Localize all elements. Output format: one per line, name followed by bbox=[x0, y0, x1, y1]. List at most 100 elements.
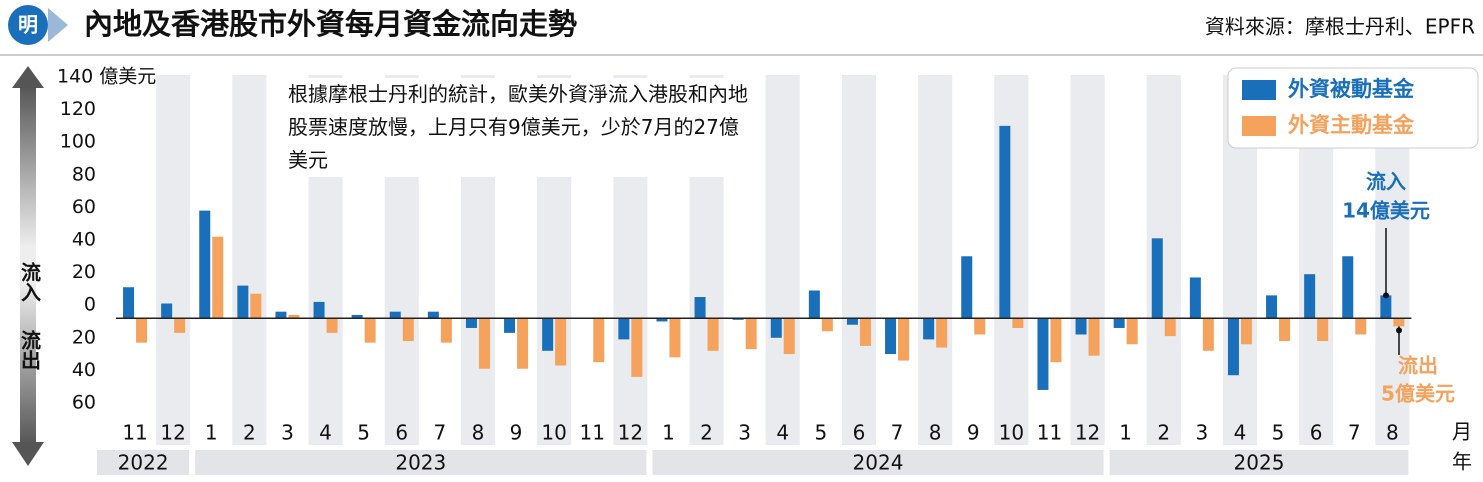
bar bbox=[555, 318, 567, 366]
x-tick-label: 10 bbox=[541, 421, 566, 445]
bar bbox=[898, 318, 910, 361]
year-band bbox=[97, 450, 190, 475]
legend-label: 外資主動基金 bbox=[1288, 113, 1415, 137]
bar bbox=[1113, 318, 1125, 328]
year-band bbox=[1109, 450, 1409, 475]
flow-arrow bbox=[20, 85, 36, 445]
bar bbox=[694, 297, 706, 319]
x-tick-label: 3 bbox=[1195, 421, 1208, 445]
bar bbox=[999, 125, 1011, 319]
column-shade bbox=[232, 75, 267, 445]
bar bbox=[1227, 318, 1239, 376]
logo-text: 明 bbox=[18, 13, 38, 37]
y-tick-label: 20 bbox=[72, 261, 96, 283]
callout-value: 5億美元 bbox=[1381, 382, 1455, 406]
x-tick-label: 12 bbox=[160, 421, 185, 445]
column-shade bbox=[841, 75, 876, 445]
bar bbox=[440, 318, 452, 343]
bar bbox=[1088, 318, 1100, 356]
bar bbox=[707, 318, 719, 351]
inflow-label: 流入 bbox=[18, 261, 42, 302]
bar bbox=[1355, 318, 1367, 335]
x-tick-label: 8 bbox=[1386, 421, 1399, 445]
callout-value: 14億美元 bbox=[1342, 199, 1430, 223]
y-tick-label: 60 bbox=[72, 392, 96, 414]
bar bbox=[656, 318, 668, 322]
x-tick-label: 4 bbox=[776, 421, 789, 445]
bar bbox=[1393, 318, 1405, 327]
bar bbox=[212, 236, 224, 319]
x-tick-label: 6 bbox=[395, 421, 408, 445]
bar bbox=[631, 318, 643, 377]
year-label: 2025 bbox=[1234, 451, 1285, 475]
bar bbox=[465, 318, 477, 328]
bar bbox=[542, 318, 554, 351]
x-tick-label: 1 bbox=[662, 421, 675, 445]
bar bbox=[1012, 318, 1024, 328]
x-tick-label: 5 bbox=[1272, 421, 1285, 445]
bar bbox=[364, 318, 376, 343]
x-tick-label: 7 bbox=[891, 421, 904, 445]
bar bbox=[1317, 318, 1329, 342]
bar bbox=[770, 318, 782, 338]
bar bbox=[136, 318, 148, 343]
x-tick-label: 11 bbox=[122, 421, 147, 445]
bar bbox=[618, 318, 630, 340]
bar bbox=[1050, 318, 1062, 363]
legend-label: 外資被動基金 bbox=[1288, 77, 1415, 101]
annotation-box: 根據摩根士丹利的統計，歐美外資淨流入港股和內地股票速度放慢，上月只有9億美元，少… bbox=[288, 78, 758, 177]
bar bbox=[1189, 277, 1201, 319]
y-tick-label: 20 bbox=[72, 326, 96, 348]
y-tick-label: 40 bbox=[72, 359, 96, 381]
bar bbox=[974, 318, 986, 335]
source: 資料來源：摩根士丹利、EPFR bbox=[1205, 15, 1475, 39]
x-tick-label: 6 bbox=[853, 421, 866, 445]
y-tick-label: 120 bbox=[60, 98, 96, 120]
bar bbox=[1266, 295, 1278, 319]
bar bbox=[1151, 238, 1163, 319]
callout-label: 流入 bbox=[1366, 170, 1406, 194]
y-tick-label: 140 億美元 bbox=[57, 66, 156, 88]
x-tick-label: 8 bbox=[472, 421, 485, 445]
legend-swatch bbox=[1242, 116, 1276, 136]
bar bbox=[821, 318, 833, 332]
bar bbox=[732, 318, 744, 320]
bar bbox=[1304, 274, 1316, 319]
bar bbox=[123, 287, 135, 319]
legend-swatch bbox=[1242, 80, 1276, 100]
bar bbox=[326, 318, 338, 333]
bar bbox=[427, 311, 439, 319]
bar bbox=[593, 318, 605, 363]
bar bbox=[783, 318, 795, 355]
x-tick-label: 1 bbox=[205, 421, 218, 445]
bar bbox=[250, 293, 262, 319]
bar bbox=[478, 318, 490, 369]
bar bbox=[669, 318, 681, 358]
bar bbox=[161, 303, 173, 319]
y-tick-label: 60 bbox=[72, 196, 96, 218]
logo bbox=[8, 5, 48, 45]
callout-dot bbox=[1383, 292, 1389, 299]
x-tick-label: 4 bbox=[1234, 421, 1247, 445]
x-tick-label: 6 bbox=[1310, 421, 1323, 445]
annotation: 根據摩根士丹利的統計，歐美外資淨流入港股和內地股票速度放慢，上月只有9億美元，少… bbox=[288, 78, 758, 177]
bar bbox=[275, 311, 287, 319]
x-tick-label: 12 bbox=[1075, 421, 1100, 445]
y-tick-label: 0 bbox=[84, 294, 96, 316]
year-label: 2022 bbox=[118, 451, 169, 475]
x-tick-label: 7 bbox=[433, 421, 446, 445]
bar bbox=[859, 318, 871, 346]
bar bbox=[1075, 318, 1087, 335]
bar bbox=[846, 318, 858, 325]
bar bbox=[885, 318, 897, 355]
bar bbox=[1202, 318, 1214, 351]
bar bbox=[313, 301, 325, 319]
callout-label: 流出 bbox=[1398, 354, 1438, 378]
x-tick-label: 2 bbox=[243, 421, 256, 445]
y-tick-label: 80 bbox=[72, 163, 96, 185]
logo-arrow bbox=[48, 8, 68, 42]
bar bbox=[1164, 318, 1176, 337]
x-tick-label: 12 bbox=[618, 421, 643, 445]
year-label: 2024 bbox=[853, 451, 904, 475]
x-tick-label: 7 bbox=[1348, 421, 1361, 445]
